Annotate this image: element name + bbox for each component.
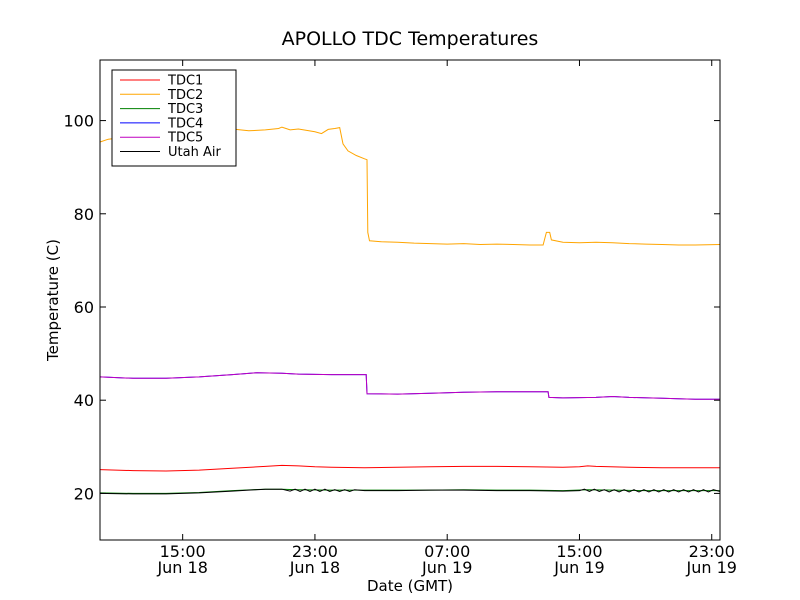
x-tick-label-time: 15:00 [556,542,602,561]
x-tick-label-date: Jun 18 [289,558,340,577]
x-tick-label-date: Jun 19 [686,558,737,577]
x-tick-label-date: Jun 19 [553,558,604,577]
x-tick-label-time: 23:00 [292,542,338,561]
y-tick-label: 40 [74,391,94,410]
x-tick-label-date: Jun 18 [156,558,207,577]
y-tick-label: 60 [74,298,94,317]
legend-label-utah-air: Utah Air [168,145,221,160]
legend-label-tdc2: TDC2 [167,88,203,103]
y-tick-label: 80 [74,205,94,224]
plot-frame [99,59,721,541]
legend-label-tdc3: TDC3 [167,102,203,117]
x-tick-label-date: Jun 19 [421,558,472,577]
x-tick-label-time: 23:00 [689,542,735,561]
legend-label-tdc1: TDC1 [167,74,203,89]
series-line-utah-air [99,488,721,495]
legend-box [111,69,237,167]
y-tick-label: 100 [63,112,94,131]
y-axis-label: Temperature (C) [44,239,62,362]
series-line-tdc5 [99,372,720,400]
chart-title: APOLLO TDC Temperatures [282,28,539,50]
legend-label-tdc4: TDC4 [167,116,203,131]
x-tick-label-time: 15:00 [160,542,206,561]
x-tick-label-time: 07:00 [424,542,470,561]
x-axis-label: Date (GMT) [367,577,453,595]
legend-label-tdc5: TDC5 [167,131,203,146]
y-tick-label: 20 [74,484,94,503]
series-line-tdc1 [99,464,720,472]
